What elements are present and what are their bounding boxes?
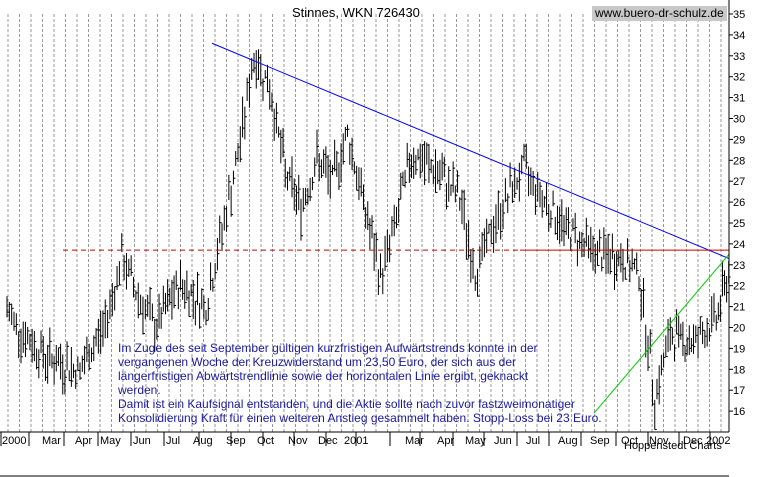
x-tick-label: Oct: [257, 435, 274, 447]
annotation-line: werden.: [118, 383, 161, 397]
x-tick-label: Aug: [558, 435, 578, 447]
y-tick-label: 17: [733, 385, 745, 397]
x-tick-label: Dec: [683, 435, 703, 447]
y-tick-label: 32: [733, 72, 745, 84]
trend-lines: [63, 42, 730, 414]
x-tick-label: Aug: [193, 435, 213, 447]
x-tick-label: 2000: [2, 435, 26, 447]
x-tick-label: Jun: [133, 435, 151, 447]
x-tick-label: Mar: [405, 435, 424, 447]
x-tick-label: Sep: [226, 435, 246, 447]
y-tick-label: 30: [733, 114, 745, 126]
x-tick-label: Nov: [288, 435, 308, 447]
x-tick-label: Dec: [318, 435, 338, 447]
y-tick-label: 25: [733, 218, 745, 230]
x-tick-label: 2001: [344, 435, 368, 447]
y-tick-label: 29: [733, 134, 745, 146]
y-tick-label: 21: [733, 302, 745, 314]
website-label[interactable]: www.buero-dr-schulz.de: [592, 6, 727, 21]
x-tick-label: Jul: [166, 435, 180, 447]
annotation-line: Im Zuge des seit September gültigen kurz…: [118, 341, 538, 355]
chart-axes: 16 17 18 19 20 21 22 23 24 25 26 27 28 29 30 31 32 33 34 35…: [0, 0, 745, 477]
y-tick-label: 34: [733, 30, 745, 42]
x-tick-label: Apr: [437, 435, 454, 447]
y-tick-label: 19: [733, 343, 745, 355]
annotation-text: Im Zuge des seit September gültigen kurz…: [118, 341, 602, 425]
x-tick-label: Apr: [75, 435, 92, 447]
y-tick-label: 20: [733, 323, 745, 335]
annotation-line: Konsolidierung Kraft für einen weiteren …: [118, 411, 602, 425]
x-tick-label: Oct: [621, 435, 638, 447]
x-tick-label: Sep: [590, 435, 610, 447]
x-tick-label: Jul: [526, 435, 540, 447]
y-tick-label: 35: [733, 9, 745, 21]
y-tick-label: 26: [733, 197, 745, 209]
x-tick-label: Jun: [494, 435, 512, 447]
source-label: Hoppenstedt Charts: [624, 440, 722, 452]
y-tick-label: 16: [733, 406, 745, 418]
uptrend-line: [593, 254, 730, 414]
annotation-line: vergangenen Woche der Kreuzwiderstand um…: [118, 355, 517, 369]
y-tick-label: 24: [733, 239, 745, 251]
x-tick-label: May: [465, 435, 486, 447]
y-tick-label: 27: [733, 176, 745, 188]
y-tick-label: 18: [733, 364, 745, 376]
chart-title: Stinnes, WKN 726430: [292, 5, 420, 20]
downtrend-line: [211, 42, 730, 259]
x-tick-label: Nov: [649, 435, 669, 447]
annotation-line: Damit ist ein Kaufsignal entstanden, und…: [118, 397, 575, 411]
x-tick-label: 2002: [706, 435, 730, 447]
y-tick-label: 22: [733, 281, 745, 293]
x-tick-label: May: [100, 435, 121, 447]
y-tick-label: 31: [733, 93, 745, 105]
y-tick-label: 33: [733, 51, 745, 63]
y-tick-label: 28: [733, 155, 745, 167]
y-tick-label: 23: [733, 260, 745, 272]
x-tick-label: Mar: [42, 435, 61, 447]
price-bars: [6, 49, 731, 431]
annotation-line: längerfristigen Abwärtstrendlinie sowie …: [118, 369, 529, 383]
